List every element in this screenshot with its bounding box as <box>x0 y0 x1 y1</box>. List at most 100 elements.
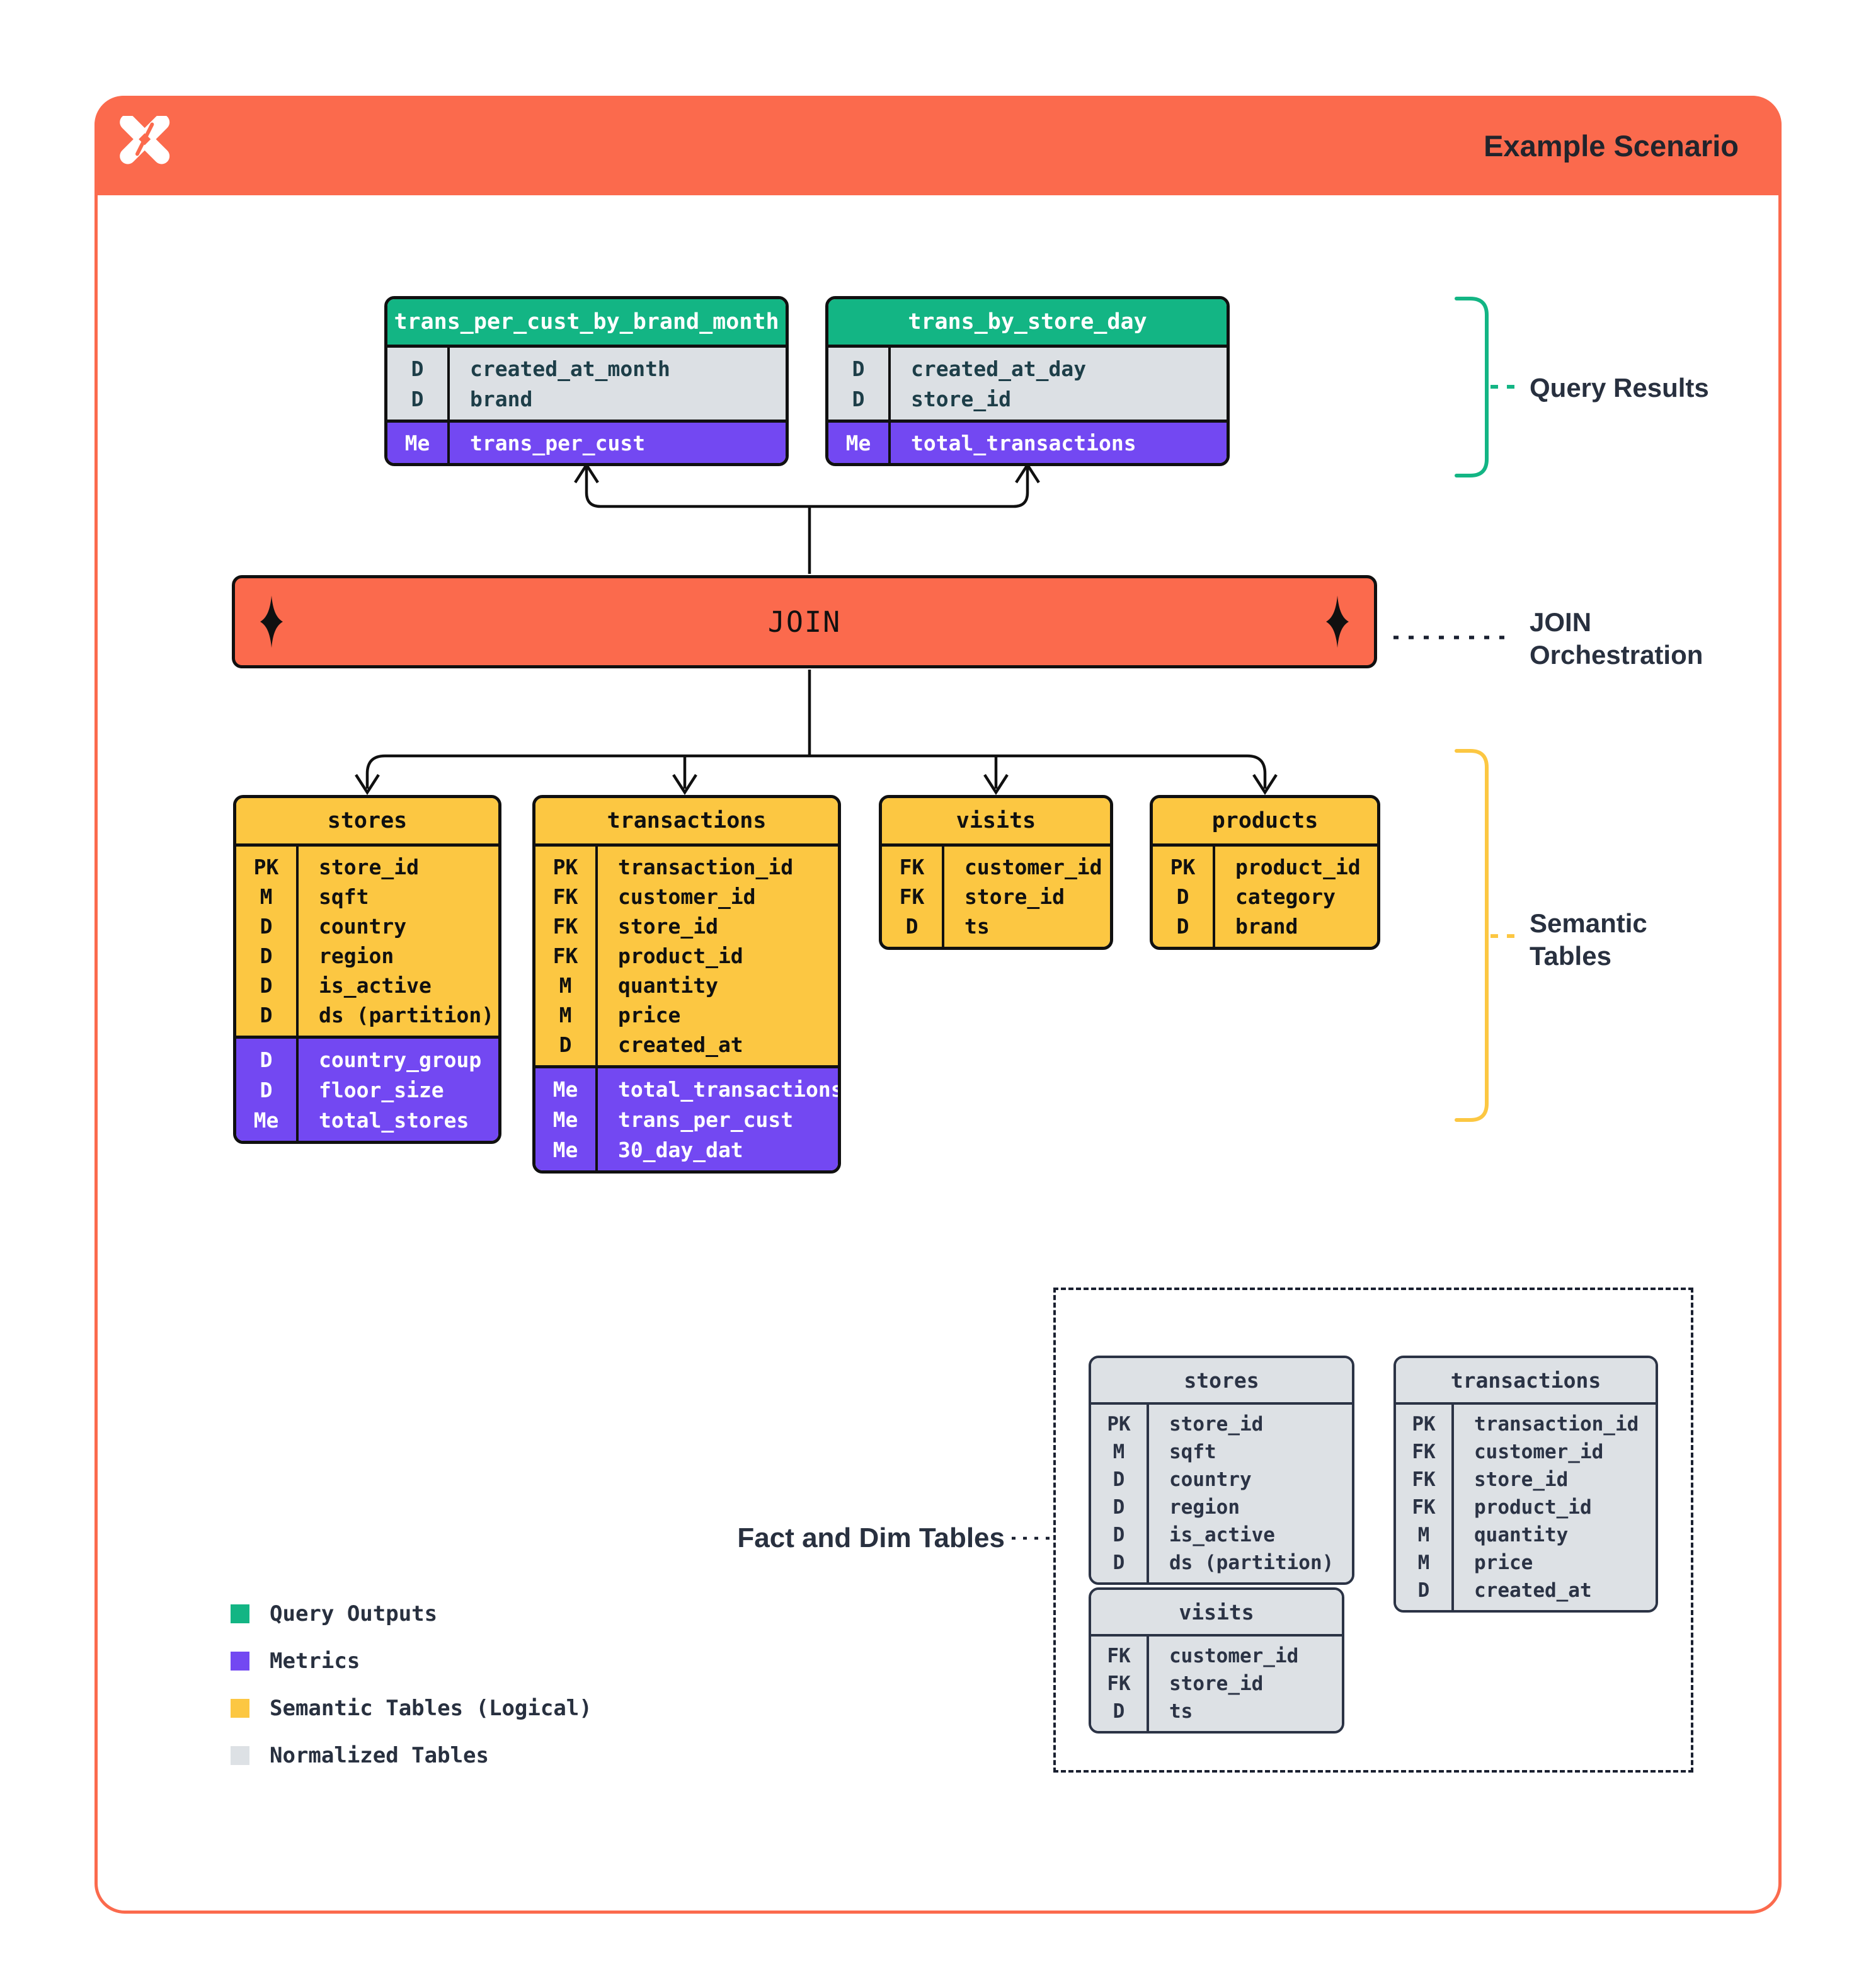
column-type-badge: Me <box>552 1137 578 1162</box>
column-name: customer_id <box>964 855 1102 879</box>
join-orchestration-label: JOIN Orchestration <box>1530 607 1703 670</box>
table-section-fields: PK transaction_id FK customer_id FK store_id F… <box>535 847 838 1065</box>
card-header-bar <box>94 96 1782 195</box>
column-type-badge: FK <box>1412 1496 1436 1519</box>
table-row: PK transaction_id <box>535 852 838 882</box>
table-row: FK customer_id <box>1396 1438 1656 1466</box>
column-type-badge: FK <box>899 855 925 879</box>
fact-dim-tables-group <box>1053 1288 1693 1773</box>
query-results-label: Query Results <box>1530 373 1709 403</box>
column-type-badge: D <box>905 914 918 939</box>
column-name: brand <box>470 386 533 411</box>
column-name: sqft <box>319 884 369 909</box>
column-name: store_id <box>1474 1468 1569 1491</box>
column-name: product_id <box>618 944 743 968</box>
table-row: PK store_id <box>1091 1410 1352 1438</box>
column-type-badge: D <box>852 386 865 411</box>
legend-item: Query Outputs <box>231 1590 592 1637</box>
column-name: product_id <box>1235 855 1361 879</box>
column-type-badge: Me <box>552 1107 578 1132</box>
column-type-badge: FK <box>1412 1468 1436 1491</box>
column-type-badge: D <box>411 356 424 381</box>
table-row: PK store_id <box>236 852 498 882</box>
legend-label: Query Outputs <box>270 1601 438 1626</box>
table-title: transactions <box>1396 1358 1656 1405</box>
column-type-badge: D <box>260 1003 273 1027</box>
column-name: ts <box>1169 1700 1193 1723</box>
table-row: Me trans_per_cust <box>387 428 786 457</box>
dagster-logo-icon <box>117 114 170 169</box>
column-name: region <box>1169 1496 1240 1519</box>
column-type-badge: Me <box>253 1107 279 1133</box>
table-semantic-transactions: transactions PK transaction_id FK customer_i… <box>532 795 841 1174</box>
column-type-badge: M <box>559 973 572 998</box>
column-name: ds (partition) <box>1169 1551 1334 1574</box>
table-row: FK customer_id <box>535 882 838 911</box>
sparkle-icon <box>260 595 283 648</box>
column-name: ds (partition) <box>319 1003 495 1027</box>
column-type-badge: M <box>260 884 273 909</box>
column-type-badge: FK <box>552 914 578 939</box>
column-name: country <box>1169 1468 1252 1491</box>
column-type-badge: FK <box>552 884 578 909</box>
column-name: created_at <box>618 1032 743 1057</box>
legend-item: Metrics <box>231 1637 592 1684</box>
semantic-tables-label: Semantic Tables <box>1530 908 1647 971</box>
column-name: is_active <box>1169 1524 1275 1546</box>
table-row: Me total_stores <box>236 1105 498 1135</box>
column-type-badge: PK <box>1412 1413 1436 1436</box>
column-name: category <box>1235 884 1336 909</box>
table-title: visits <box>1091 1590 1342 1637</box>
column-name: created_at_day <box>911 356 1087 381</box>
table-section-metrics: Me trans_per_cust <box>387 420 786 463</box>
column-type-badge: M <box>559 1003 572 1027</box>
column-name: price <box>1474 1551 1533 1574</box>
column-type-badge: FK <box>899 884 925 909</box>
table-row: FK store_id <box>882 882 1110 911</box>
column-name: is_active <box>319 973 432 998</box>
legend-label: Metrics <box>270 1648 360 1674</box>
column-name: price <box>618 1003 681 1027</box>
column-name: quantity <box>618 973 718 998</box>
table-normalized-transactions: transactions PK transaction_id FK customer_i… <box>1393 1356 1658 1613</box>
column-name: product_id <box>1474 1496 1592 1519</box>
column-name: trans_per_cust <box>470 430 646 455</box>
table-row: FK customer_id <box>1091 1642 1342 1670</box>
column-type-badge: PK <box>552 855 578 879</box>
table-section-metrics: Me total_transactions <box>828 420 1227 463</box>
join-label: JOIN <box>767 605 842 639</box>
column-name: quantity <box>1474 1524 1569 1546</box>
legend-item: Semantic Tables (Logical) <box>231 1684 592 1732</box>
column-name: customer_id <box>1169 1645 1299 1667</box>
column-type-badge: FK <box>1412 1441 1436 1463</box>
column-name: store_id <box>911 386 1011 411</box>
legend-label: Normalized Tables <box>270 1742 489 1768</box>
column-type-badge: D <box>1113 1468 1125 1491</box>
column-name: transaction_id <box>1474 1413 1639 1436</box>
column-name: 30_day_dat <box>618 1137 743 1162</box>
column-type-badge: FK <box>1107 1672 1131 1695</box>
legend-label: Semantic Tables (Logical) <box>270 1695 592 1721</box>
